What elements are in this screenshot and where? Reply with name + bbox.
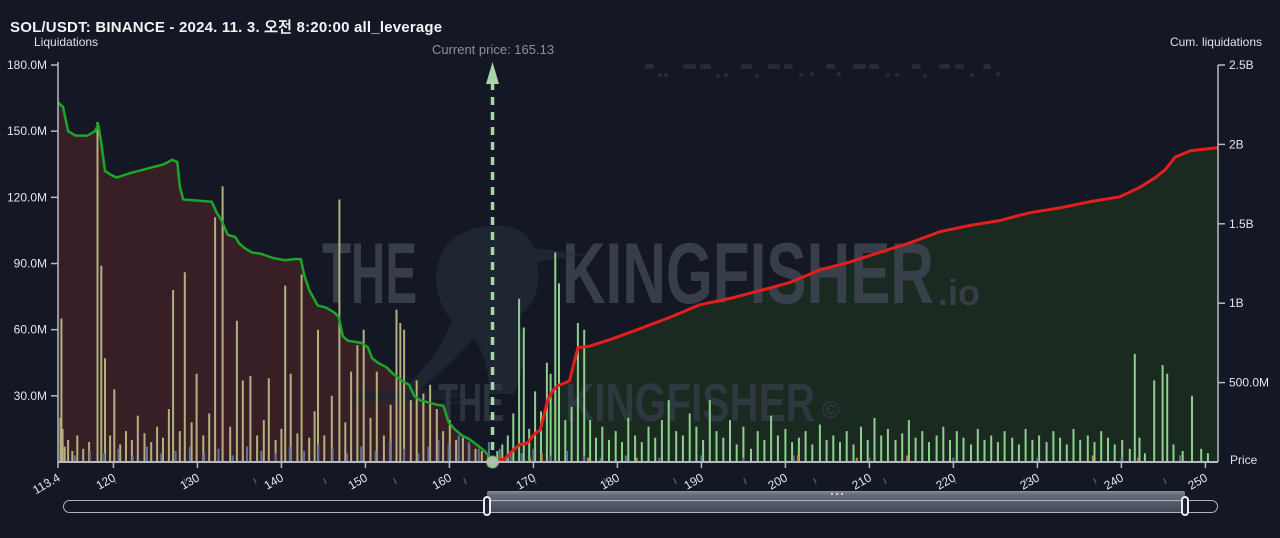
redacted-legend-blob: [724, 73, 728, 77]
axes-layer: 180.0M 150.0M 120.0M 90.0M 60.0M 30.0M 2.5B 2B 1…: [7, 58, 1269, 497]
slider-handle-left[interactable]: [483, 496, 491, 516]
bird-shadow: [354, 389, 462, 401]
slider-scale-tick: [743, 477, 747, 485]
x-axis-tick-label: 140: [262, 470, 287, 492]
slider-scale-tick: [113, 477, 117, 485]
slider-grip-icon[interactable]: [831, 492, 845, 496]
slider-scale-tick: [393, 477, 397, 485]
slider-scale-tick: [1023, 477, 1027, 485]
redacted-legend-blob: [683, 64, 696, 69]
left-axis-title: Liquidations: [34, 35, 99, 49]
left-axis-tick-label: 60.0M: [14, 323, 47, 337]
slider-scale-tick: [43, 477, 47, 485]
x-axis-tick-label: 230: [1018, 470, 1043, 492]
cumulative-long-liquidations-area: [492, 147, 1218, 462]
x-axis-tick-label: 250: [1186, 470, 1211, 492]
redacted-legend-blob: [768, 64, 780, 69]
liquidations-above-price-series: [496, 252, 1209, 462]
area-fills-layer: [58, 102, 1218, 462]
slider-scale-tick: [1093, 477, 1097, 485]
x-axis-tick-label: 150: [346, 470, 371, 492]
right-axis-tick-label: 1B: [1229, 296, 1244, 310]
redacted-legend-blob: [716, 74, 720, 78]
redacted-legend-blob: [658, 73, 662, 77]
liquidations-below-price-series: [59, 122, 490, 462]
redacted-legend-blob: [939, 64, 950, 69]
watermark-kingfisher-big: KINGFISHER: [562, 226, 934, 322]
right-axis-tick-label: 2.5B: [1229, 58, 1254, 72]
redacted-legend-blob: [700, 64, 711, 69]
slider-scale-tick: [183, 477, 187, 485]
slider-scale-tick: [673, 477, 677, 485]
redacted-legend-blob: [664, 73, 668, 77]
redacted-legend-blob: [741, 64, 752, 69]
redacted-legend-blob: [923, 74, 927, 78]
watermark-io-suffix: .io: [938, 272, 980, 313]
x-axis-tick-label: 210: [850, 470, 875, 492]
slider-scale-tick: [883, 477, 887, 485]
redacted-legend-blob: [810, 72, 814, 76]
slider-scale-tick: [463, 477, 467, 485]
x-axis-tick-label: 130: [178, 470, 203, 492]
redacted-legend-blob: [837, 72, 841, 76]
page-title: SOL/USDT: BINANCE - 2024. 11. 3. 오전 8:20…: [10, 19, 443, 36]
redacted-legend-blob: [983, 64, 991, 69]
x-axis-tick-label: 160: [430, 470, 455, 492]
watermark-copyright: ©: [822, 397, 840, 424]
x-axis-tick-label: 200: [766, 470, 791, 492]
left-axis-tick-label: 180.0M: [7, 58, 47, 72]
x-axis-tick-label: 113.4: [30, 470, 63, 497]
left-axis-tick-label: 90.0M: [14, 257, 47, 271]
cumulative-lines-layer: [57, 101, 1219, 463]
slider-scale-tick: [1163, 477, 1167, 485]
cumulative-long-liquidations-line: [492, 146, 1219, 463]
slider-scale-tick: [253, 477, 257, 485]
left-axis-tick-label: 120.0M: [7, 190, 47, 204]
redacted-legend-blob: [912, 64, 921, 69]
x-axis-title: Price: [1230, 453, 1258, 467]
slider-scale-tick: [603, 477, 607, 485]
x-axis-tick-label: 190: [682, 470, 707, 492]
redacted-legend-blob: [784, 64, 793, 69]
right-axis-tick-label: 2B: [1229, 137, 1244, 151]
right-axis-title: Cum. liquidations: [1169, 35, 1262, 49]
redacted-legend-blob: [970, 73, 974, 77]
right-axis-tick-label: 500.0M: [1229, 376, 1269, 390]
redacted-legend-blob: [886, 73, 890, 77]
x-axis-tick-label: 180: [598, 470, 623, 492]
redacted-legend-blob: [955, 64, 964, 69]
cumulative-short-liquidations-area: [58, 102, 493, 462]
redacted-legend-blob: [755, 74, 759, 78]
watermark-the-big: THE: [322, 226, 417, 322]
redacted-legend-blob: [996, 72, 1000, 76]
right-axis-tick-label: 1.5B: [1229, 217, 1254, 231]
current-price-arrow-icon: [486, 62, 500, 84]
redacted-legend-blob: [869, 64, 879, 69]
slider-handle-right[interactable]: [1181, 496, 1189, 516]
slider-scale-tick: [953, 477, 957, 485]
redacted-legend-blob: [895, 73, 899, 77]
price-range-slider-track[interactable]: [63, 500, 1218, 513]
slider-scale-tick: [323, 477, 327, 485]
slider-scale-tick: [533, 477, 537, 485]
slider-scale-tick: [813, 477, 817, 485]
redacted-legend-blob: [853, 64, 866, 69]
redacted-legend-blob: [826, 64, 835, 69]
slider-selected-range[interactable]: [487, 491, 1185, 512]
redacted-legend-blob: [799, 73, 803, 77]
redacted-legend-blob: [645, 64, 654, 69]
kingfisher-bird-watermark: [404, 225, 586, 394]
current-price-label: Current price: 165.13: [431, 42, 555, 57]
cumulative-short-liquidations-line: [57, 101, 494, 462]
left-axis-tick-label: 30.0M: [14, 389, 47, 403]
x-axis-tick-label: 240: [1102, 470, 1127, 492]
left-axis-tick-label: 150.0M: [7, 124, 47, 138]
